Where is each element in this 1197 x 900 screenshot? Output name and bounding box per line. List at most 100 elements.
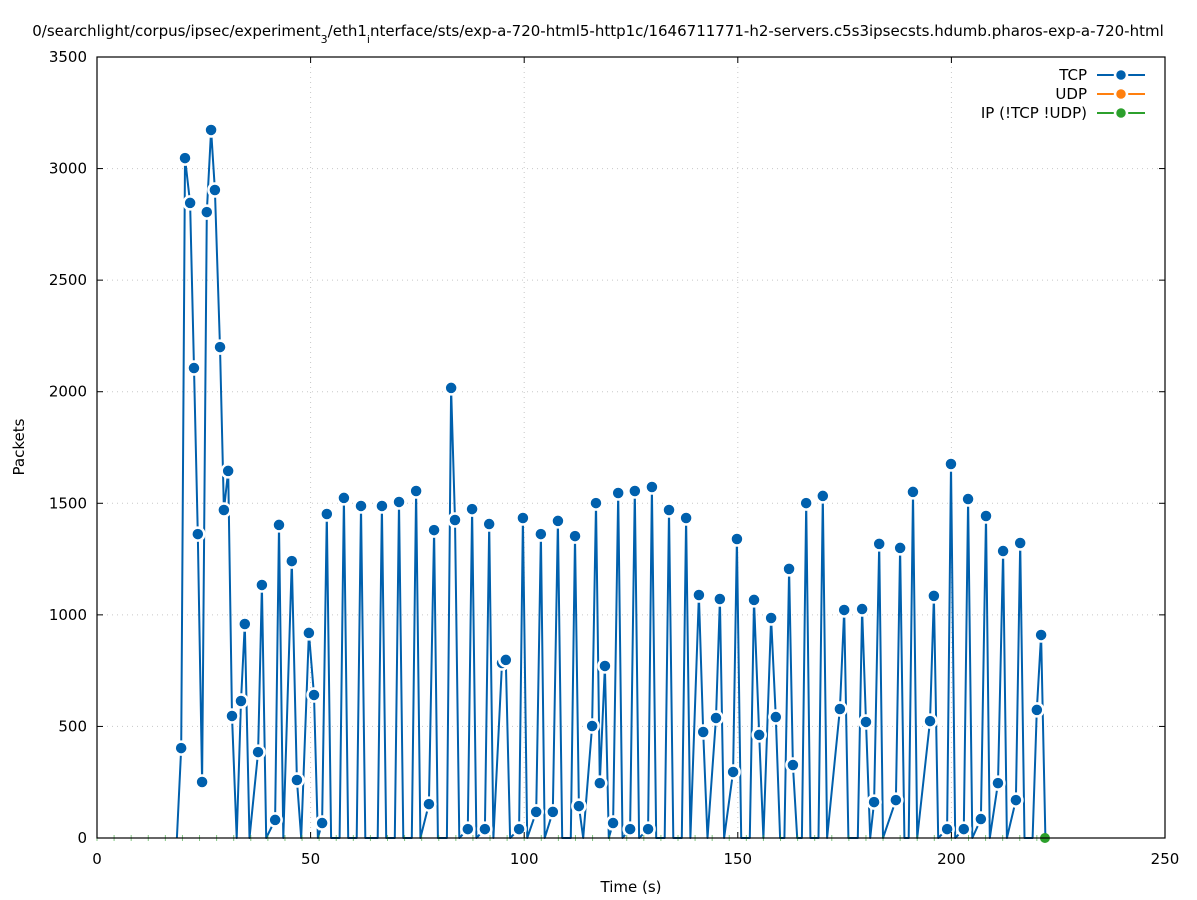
data-point (1008, 792, 1024, 808)
data-point (182, 195, 198, 211)
data-point (533, 526, 549, 542)
data-point (194, 774, 210, 790)
y-tick-label: 0 (77, 829, 87, 847)
data-point (1033, 627, 1049, 643)
data-point (571, 798, 587, 814)
data-point (460, 821, 476, 837)
data-point (751, 727, 767, 743)
data-point (515, 510, 531, 526)
data-point (550, 513, 566, 529)
data-point (1029, 702, 1045, 718)
data-point (567, 528, 583, 544)
x-tick-label: 0 (92, 850, 102, 868)
legend-marker (1113, 105, 1129, 121)
x-tick-label: 100 (510, 850, 539, 868)
data-point (768, 709, 784, 725)
data-point (271, 517, 287, 533)
data-point (314, 815, 330, 831)
data-point (785, 757, 801, 773)
data-point (943, 456, 959, 472)
data-point (199, 204, 215, 220)
data-point (212, 339, 228, 355)
data-point (426, 522, 442, 538)
data-point (622, 821, 638, 837)
data-point (708, 710, 724, 726)
data-point (173, 740, 189, 756)
data-point (691, 587, 707, 603)
series-line (175, 129, 1047, 839)
data-point (306, 687, 322, 703)
legend-item: IP (!TCP !UDP) (981, 104, 1145, 122)
data-point (186, 360, 202, 376)
data-point (798, 495, 814, 511)
data-point (511, 821, 527, 837)
y-tick-label: 3500 (49, 48, 87, 66)
legend-label: IP (!TCP !UDP) (981, 104, 1087, 122)
data-point (528, 804, 544, 820)
data-point (408, 483, 424, 499)
data-point (939, 821, 955, 837)
data-point (233, 693, 249, 709)
x-tick-label: 50 (301, 850, 320, 868)
data-point (973, 811, 989, 827)
data-point (220, 463, 236, 479)
data-point (858, 714, 874, 730)
data-point (763, 610, 779, 626)
data-point (336, 490, 352, 506)
x-tick-label: 250 (1151, 850, 1180, 868)
data-point (443, 380, 459, 396)
data-point (447, 512, 463, 528)
data-point (836, 602, 852, 618)
data-point (871, 536, 887, 552)
data-point (207, 182, 223, 198)
y-tick-label: 2000 (49, 383, 87, 401)
data-point (960, 491, 976, 507)
y-tick-label: 500 (58, 717, 87, 735)
data-point (190, 526, 206, 542)
legend-label: TCP (1058, 66, 1087, 84)
data-point (588, 495, 604, 511)
data-point (605, 815, 621, 831)
data-point (892, 540, 908, 556)
y-tick-label: 1500 (49, 494, 87, 512)
data-point (1012, 535, 1028, 551)
legend-item: TCP (1058, 66, 1145, 84)
data-point (956, 821, 972, 837)
data-point (729, 531, 745, 547)
data-point (545, 804, 561, 820)
data-point (421, 796, 437, 812)
y-tick-label: 2500 (49, 271, 87, 289)
data-point (284, 553, 300, 569)
data-point (644, 479, 660, 495)
legend-marker (1113, 67, 1129, 83)
data-point (267, 812, 283, 828)
series-tcp (173, 122, 1049, 839)
data-point (498, 652, 514, 668)
series-layer (96, 122, 1050, 843)
data-point (905, 484, 921, 500)
data-point (592, 775, 608, 791)
legend-item: UDP (1055, 85, 1145, 103)
data-point (712, 591, 728, 607)
y-tick-label: 1000 (49, 606, 87, 624)
plot-border (96, 56, 1166, 839)
data-point (978, 508, 994, 524)
data-point (832, 701, 848, 717)
data-point (746, 592, 762, 608)
data-point (237, 616, 253, 632)
data-point (995, 543, 1011, 559)
data-point (353, 498, 369, 514)
data-point (888, 792, 904, 808)
data-point (289, 772, 305, 788)
axis-ticks: 0 50 100 150 200 2500500100015002000250030003… (49, 48, 1180, 868)
data-point (584, 718, 600, 734)
data-point (695, 724, 711, 740)
data-point (627, 483, 643, 499)
data-point (640, 821, 656, 837)
data-point (254, 577, 270, 593)
x-axis-label: Time (s) (600, 878, 662, 896)
data-point (464, 501, 480, 517)
data-point (610, 485, 626, 501)
y-axis-label: Packets (10, 418, 28, 475)
